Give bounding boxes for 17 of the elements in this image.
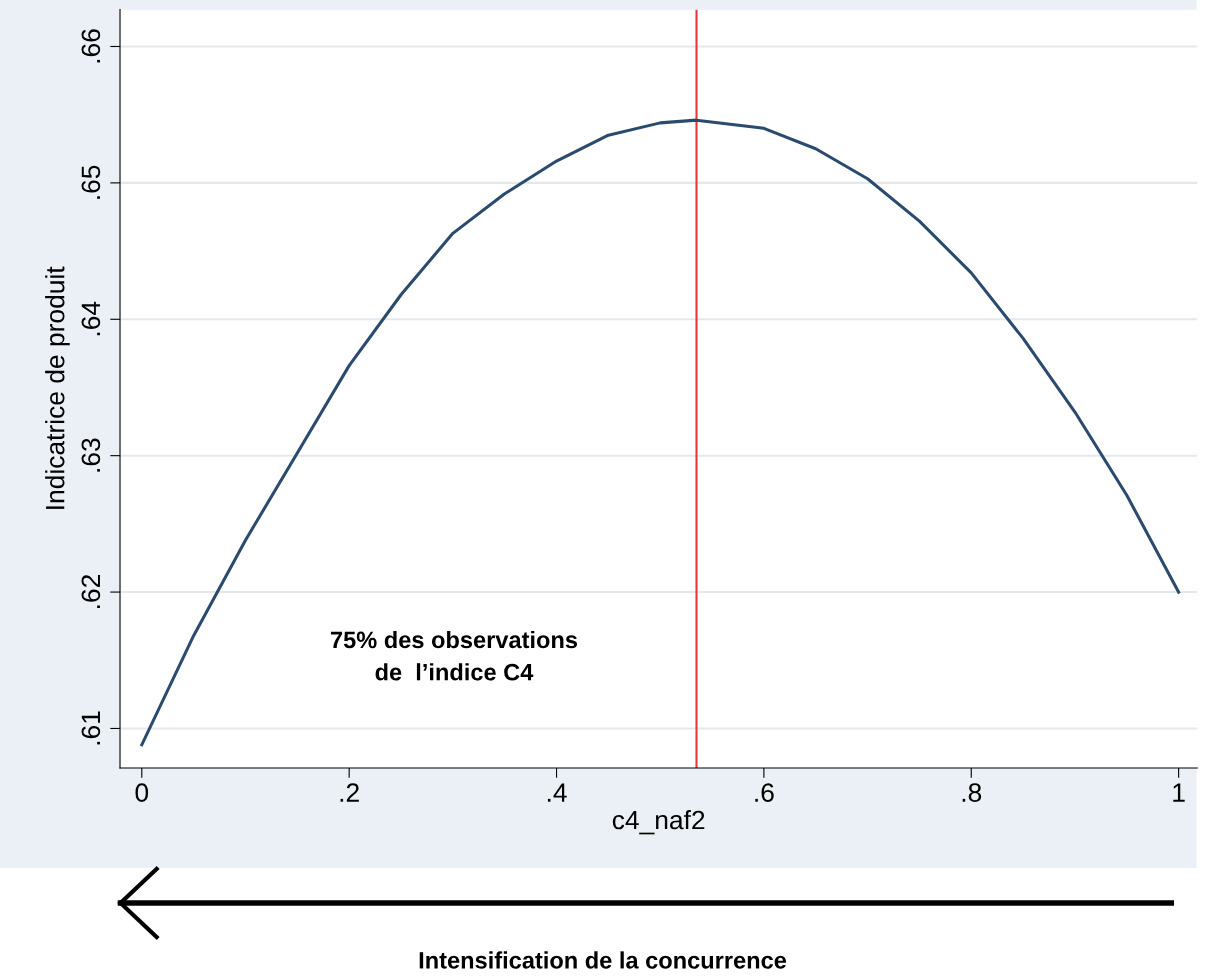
y-tick-label: .62 — [81, 575, 101, 608]
y-tick-label: .66 — [81, 29, 101, 63]
x-tick-label: 1 — [1173, 783, 1185, 802]
y-tick-label: .63 — [81, 438, 101, 472]
x-tick-label: .2 — [340, 783, 359, 802]
y-axis-title: Indicatrice de produit — [45, 266, 70, 509]
text: Intensification de la concurrence — [419, 951, 787, 969]
x-tick-label: .8 — [962, 783, 982, 802]
x-tick-label: .4 — [547, 783, 567, 802]
y-tick-label: .61 — [81, 711, 101, 745]
line-series — [140, 118, 1181, 747]
y-tick-label: .64 — [81, 301, 101, 336]
y-tick-label: .65 — [81, 165, 101, 199]
x-tick-label: 0 — [135, 783, 149, 802]
x-axis-title: c4_naf2 — [612, 810, 705, 835]
x-tick-label: .6 — [755, 783, 774, 802]
annotation: 75% des observations de l’indice C4 — [330, 630, 578, 681]
